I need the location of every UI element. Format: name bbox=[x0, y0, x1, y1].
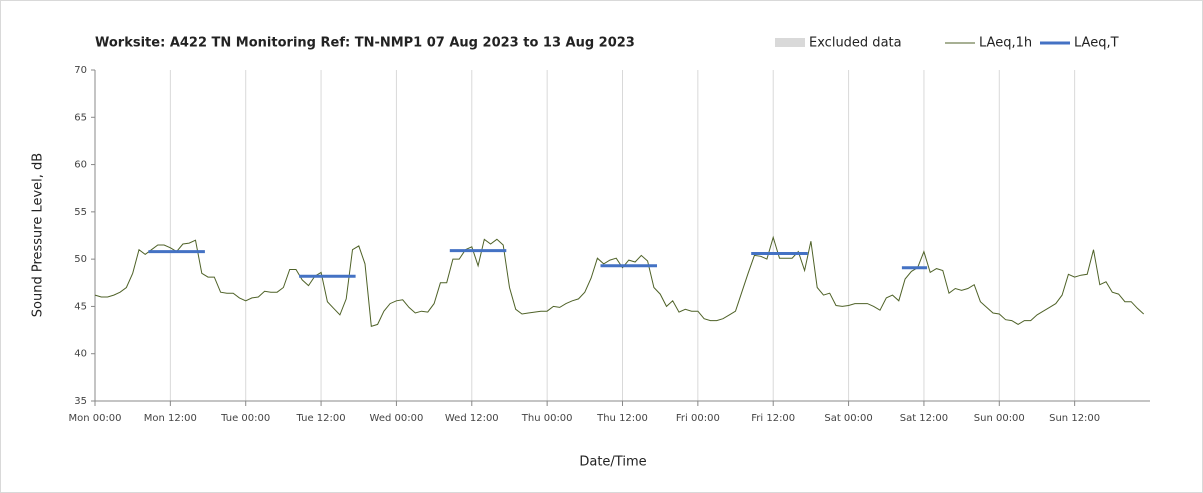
x-axis-label: Date/Time bbox=[579, 455, 646, 470]
y-axis-label: Sound Pressure Level, dB bbox=[31, 153, 46, 317]
legend-label: LAeq,1h bbox=[979, 36, 1032, 51]
series-line bbox=[94, 235, 1145, 327]
x-tick-label: Tue 00:00 bbox=[220, 413, 270, 424]
series-line bbox=[148, 249, 928, 278]
legend-label: Excluded data bbox=[809, 36, 902, 51]
x-tick-label: Thu 12:00 bbox=[596, 413, 648, 424]
x-tick-label: Mon 12:00 bbox=[144, 413, 197, 424]
legend-swatch bbox=[775, 38, 805, 47]
x-tick-label: Sun 00:00 bbox=[974, 413, 1025, 424]
x-tick-label: Tue 12:00 bbox=[296, 413, 346, 424]
y-tick-label: 70 bbox=[74, 65, 87, 76]
chart-title: Worksite: A422 TN Monitoring Ref: TN-NMP… bbox=[95, 36, 635, 51]
x-tick-label: Thu 00:00 bbox=[521, 413, 573, 424]
x-tick-label: Wed 00:00 bbox=[370, 413, 424, 424]
x-tick-label: Wed 12:00 bbox=[445, 413, 499, 424]
y-tick-label: 50 bbox=[74, 254, 87, 265]
y-tick-label: 40 bbox=[74, 349, 87, 360]
x-tick-label: Sat 12:00 bbox=[900, 413, 948, 424]
x-tick-label: Mon 00:00 bbox=[68, 413, 121, 424]
y-tick-label: 60 bbox=[74, 160, 87, 171]
x-tick-label: Fri 00:00 bbox=[676, 413, 720, 424]
y-tick-label: 45 bbox=[74, 301, 87, 312]
y-tick-label: 55 bbox=[74, 207, 87, 218]
x-tick-label: Sat 00:00 bbox=[824, 413, 872, 424]
legend-label: LAeq,T bbox=[1074, 36, 1119, 51]
y-tick-label: 65 bbox=[74, 112, 87, 123]
x-tick-label: Fri 12:00 bbox=[751, 413, 795, 424]
y-tick-label: 35 bbox=[74, 396, 87, 407]
x-tick-label: Sun 12:00 bbox=[1049, 413, 1100, 424]
